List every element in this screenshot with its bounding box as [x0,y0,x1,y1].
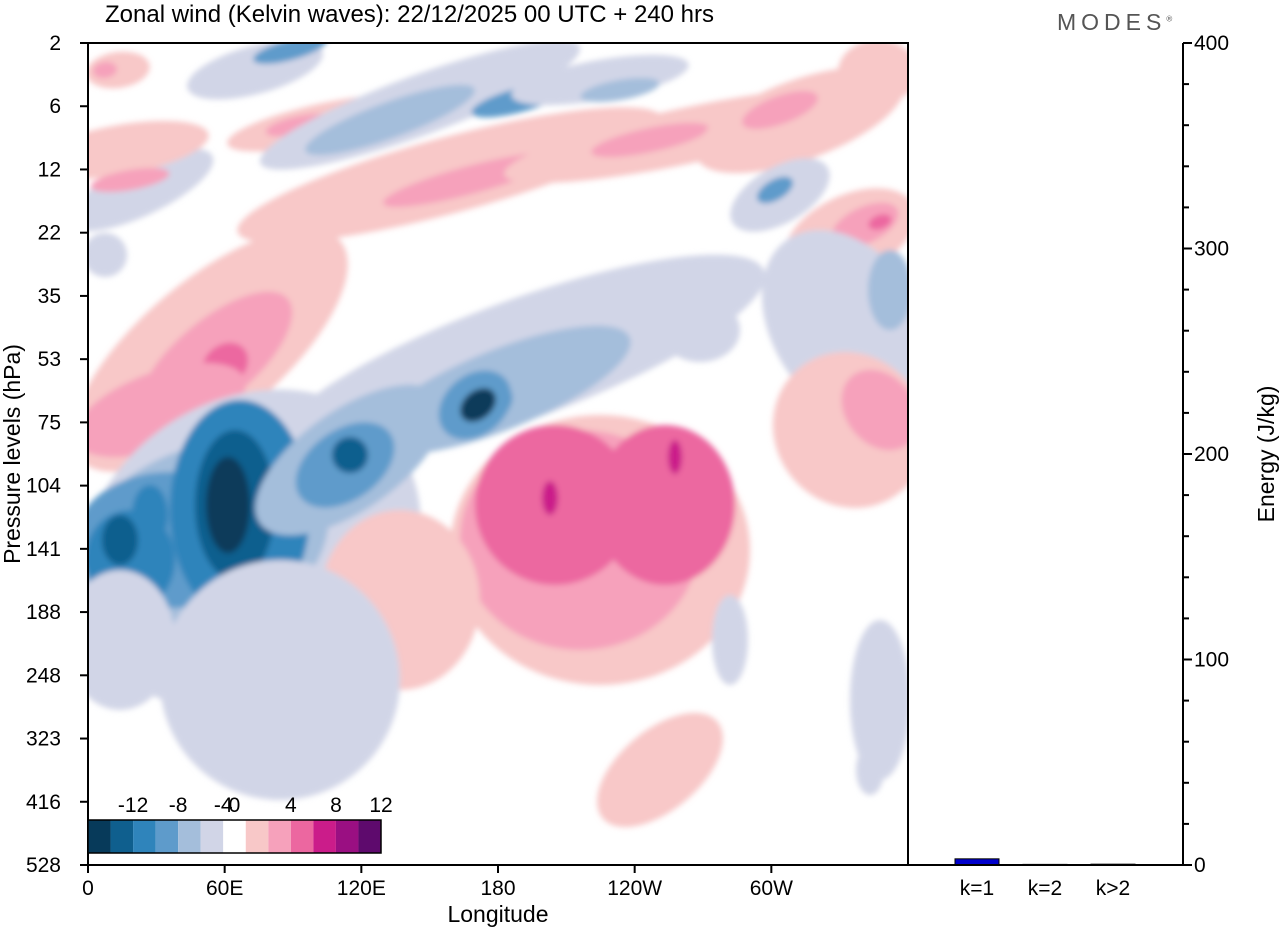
brand-text: MODES [1057,9,1167,35]
contour-region [88,120,209,180]
contour-region [206,457,250,553]
colorbar-tick-label: -4 [214,794,233,817]
contour-region [332,437,368,473]
y-tick-label: 35 [38,285,61,308]
colorbar-tick-label: -12 [118,794,148,817]
colorbar-swatch [313,820,336,853]
colorbar-swatch [110,820,134,853]
energy-tick-label: 100 [1194,649,1229,672]
contour-panel: 2 6 12 22 35 53 75 104 141 188 248 323 416 528 0 60E 12… [26,32,909,900]
colorbar-swatch [178,820,201,853]
y-tick-label: 6 [49,95,61,118]
contour-region [511,54,689,106]
colorbar-frame [87,819,382,854]
contour-region [102,515,138,565]
x-axis-ticks: 0 60E 120E 180 120W 60W [82,865,793,900]
energy-y-ticks: 0 100 200 300 400 [1183,32,1229,877]
contour-region [856,745,884,795]
energy-axis-label: Energy (J/kg) [1253,386,1279,523]
colorbar-tick-label: 4 [285,794,297,817]
y-tick-label: 323 [26,728,61,751]
y-tick-label: 2 [49,32,61,55]
contour-region [542,481,558,515]
y-tick-label: 528 [26,854,61,877]
contour-region [93,61,117,79]
contour-region [591,122,709,158]
x-tick-label: 60E [206,877,243,900]
energy-category-label: k=2 [1028,877,1062,900]
contour-region [305,84,475,156]
colorbar-swatch [268,820,291,853]
energy-tick-label: 0 [1194,854,1206,877]
y-tick-label: 188 [26,601,61,624]
contour-region [160,560,400,800]
contour-region [595,425,735,585]
contour-region [88,233,127,277]
colorbar-swatch [358,820,381,853]
contour-region [132,485,168,545]
y-axis-ticks: 2 6 12 22 35 53 75 104 141 188 248 323 416 528 [26,32,88,877]
contour-region [868,250,908,330]
y-tick-label: 22 [38,222,61,245]
contour-region [742,91,818,129]
y-tick-label: 12 [38,158,61,181]
colorbar-swatch [290,820,314,853]
brand-mark: ® [1166,14,1173,24]
contour-region [88,570,175,710]
contour-region [88,362,246,458]
contour-region [850,620,908,780]
colorbar-tick-label: 8 [330,794,342,817]
colorbar-tick-label: 0 [229,794,241,817]
contour-region [660,298,740,362]
contour-region [838,43,908,104]
colorbar-swatch [200,820,224,853]
contour-region [88,51,150,89]
y-axis-label: Pressure levels (hPa) [0,344,25,564]
contour-region [756,176,794,204]
contour-region [597,712,723,828]
colorbar-swatch [223,820,246,853]
y-tick-label: 104 [26,475,61,498]
y-tick-label: 75 [38,411,61,434]
x-tick-label: 180 [480,877,515,900]
chart-title: Zonal wind (Kelvin waves): 22/12/2025 00… [105,1,714,28]
colorbar-tick-label: -8 [169,794,188,817]
energy-tick-label: 200 [1194,443,1229,466]
colorbar-swatch [88,820,111,853]
colorbar-tick-label: 12 [369,794,392,817]
colorbar: -12 -8 -40 4 8 12 [87,794,393,854]
y-tick-label: 53 [38,348,61,371]
contour-region [712,595,748,685]
colorbar-swatch [335,820,359,853]
energy-tick-label: 400 [1194,32,1229,55]
y-tick-label: 416 [26,791,61,814]
x-tick-label: 60W [750,877,793,900]
energy-category-label: k>2 [1096,877,1130,900]
contour-region [90,167,170,193]
energy-categories: k=1 k=2 k>2 [960,877,1130,900]
colorbar-swatch [245,820,269,853]
y-tick-label: 141 [26,538,61,561]
colorbar-swatch [133,820,156,853]
contour-region [868,214,892,230]
y-tick-label: 248 [26,664,61,687]
energy-category-label: k=1 [960,877,994,900]
energy-panel: 0 100 200 300 400 k=1 k=2 k>2 [908,32,1229,900]
contour-region [580,77,660,103]
modes-logo: MODES® [1057,9,1172,36]
contour-field [88,43,908,828]
colorbar-swatch [155,820,179,853]
contour-region [88,148,214,232]
contour-region [841,369,908,451]
x-tick-label: 0 [82,877,94,900]
contour-region [668,440,682,474]
x-axis-label: Longitude [447,901,548,927]
contour-region [460,388,496,422]
energy-tick-label: 300 [1194,238,1229,261]
x-tick-label: 120E [337,877,386,900]
x-tick-label: 120W [607,877,662,900]
